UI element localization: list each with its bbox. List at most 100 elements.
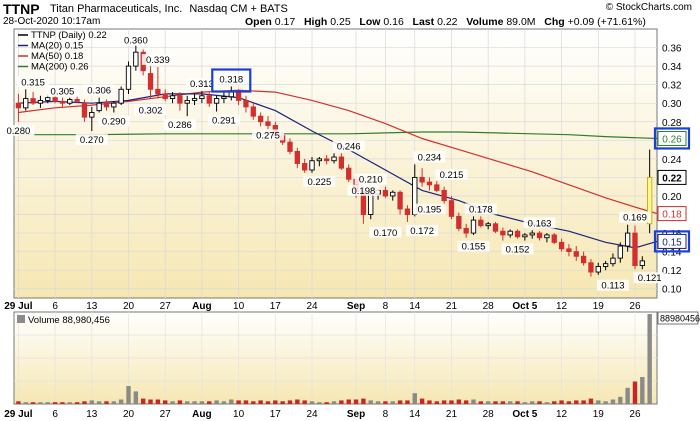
y-tick-label: 0.10 bbox=[662, 285, 682, 296]
price-annotation: 0.339 bbox=[146, 55, 170, 66]
candle bbox=[199, 91, 205, 104]
price-annotation: 0.178 bbox=[469, 204, 493, 215]
candle bbox=[610, 253, 616, 267]
volume-bar bbox=[163, 400, 168, 404]
volume-bar bbox=[295, 399, 300, 404]
volume-bar bbox=[478, 401, 484, 404]
candle-body bbox=[257, 115, 264, 123]
volume-bar bbox=[207, 401, 212, 404]
candle-body bbox=[331, 156, 337, 162]
highlight-box bbox=[211, 68, 252, 93]
volume-bar bbox=[640, 377, 645, 404]
candle bbox=[492, 221, 499, 234]
price-annotation-bg bbox=[347, 184, 380, 196]
volume-bar bbox=[353, 399, 359, 404]
x-tick-label: 14 bbox=[409, 301, 421, 312]
candle bbox=[419, 168, 425, 187]
price-annotation: 0.290 bbox=[102, 116, 126, 127]
candle-body bbox=[59, 100, 66, 104]
volume-x-tick-label: 10 bbox=[233, 409, 245, 420]
volume-x-tick-label: 28 bbox=[483, 409, 495, 420]
candle-body bbox=[514, 230, 521, 238]
candle bbox=[448, 195, 455, 220]
x-tick-label: Sep bbox=[347, 301, 365, 312]
volume-bar bbox=[302, 400, 307, 404]
price-annotation-bg bbox=[464, 203, 497, 215]
quote-low-label: Low bbox=[359, 16, 381, 28]
value-tag-box bbox=[657, 206, 687, 222]
candle-body bbox=[573, 251, 579, 257]
candle-body bbox=[624, 232, 631, 247]
candle-body bbox=[118, 88, 124, 104]
candle bbox=[287, 138, 293, 155]
price-annotation: 0.280 bbox=[7, 126, 31, 137]
price-annotation-bg bbox=[406, 224, 439, 236]
candle-body bbox=[162, 93, 168, 100]
price-annotation-bg bbox=[435, 169, 468, 181]
candle bbox=[184, 95, 190, 117]
quote-last-value: 0.22 bbox=[437, 16, 458, 28]
candle bbox=[404, 205, 411, 222]
candle bbox=[522, 233, 528, 241]
volume-bar bbox=[581, 400, 586, 404]
candle-body bbox=[536, 232, 543, 239]
volume-bar bbox=[544, 402, 550, 404]
volume-bar bbox=[552, 401, 557, 404]
candle-body bbox=[492, 223, 499, 232]
value-tag-text: 0.18 bbox=[662, 210, 682, 221]
candle bbox=[536, 231, 543, 241]
value-tag-box bbox=[657, 233, 687, 249]
candle bbox=[155, 67, 161, 99]
volume-bar bbox=[427, 400, 432, 404]
volume-bar bbox=[67, 402, 72, 404]
volume-bar bbox=[96, 401, 102, 404]
price-annotation-bg bbox=[163, 119, 196, 131]
company-name: Titan Pharmaceuticals, Inc. bbox=[50, 3, 183, 15]
candle bbox=[257, 112, 264, 127]
volume-bar bbox=[82, 401, 87, 404]
volume-bar bbox=[603, 401, 608, 404]
candle-body bbox=[294, 150, 300, 164]
price-annotation-bg bbox=[457, 240, 490, 252]
ma200-line bbox=[18, 131, 658, 140]
chart-header: TTNP Titan Pharmaceuticals, Inc. Nasdaq … bbox=[0, 0, 700, 28]
candle-body bbox=[617, 245, 623, 259]
price-annotation-bg bbox=[207, 114, 240, 126]
volume-bar bbox=[243, 400, 249, 404]
volume-bar bbox=[118, 399, 124, 404]
volume-bar bbox=[434, 401, 439, 404]
price-annotation-bg bbox=[413, 203, 446, 215]
volume-bar bbox=[126, 386, 131, 404]
candle-body bbox=[309, 160, 315, 171]
candle bbox=[470, 216, 477, 235]
candle bbox=[566, 244, 572, 257]
x-tick-label: 6 bbox=[52, 301, 58, 312]
price-annotation-bg bbox=[215, 73, 248, 85]
candle bbox=[514, 229, 521, 239]
candle bbox=[265, 116, 271, 130]
volume-bar bbox=[588, 398, 594, 404]
value-tag-highlight bbox=[653, 127, 691, 150]
price-annotation-bg bbox=[596, 279, 629, 291]
volume-x-tick-label: 13 bbox=[86, 409, 98, 420]
volume-bar bbox=[361, 398, 366, 404]
candle bbox=[463, 223, 469, 238]
y-tick-label: 0.20 bbox=[662, 192, 682, 203]
candle bbox=[617, 242, 623, 263]
candle-body bbox=[265, 121, 271, 126]
candle-body bbox=[529, 232, 535, 236]
candle-body bbox=[243, 99, 249, 108]
candle-body bbox=[302, 163, 308, 171]
candle bbox=[89, 106, 95, 132]
candle bbox=[485, 221, 491, 230]
volume-bar bbox=[229, 399, 234, 404]
price-annotation-bg bbox=[332, 140, 365, 152]
candle-body bbox=[37, 99, 44, 104]
quote-datetime: 28-Oct-2020 10:17am bbox=[3, 16, 101, 27]
y-tick-label: 0.30 bbox=[662, 99, 682, 110]
candle-body bbox=[45, 97, 51, 101]
volume-bar bbox=[419, 398, 425, 404]
candle-body bbox=[89, 112, 95, 118]
price-annotation-bg bbox=[185, 78, 218, 90]
volume-bar bbox=[390, 401, 395, 404]
